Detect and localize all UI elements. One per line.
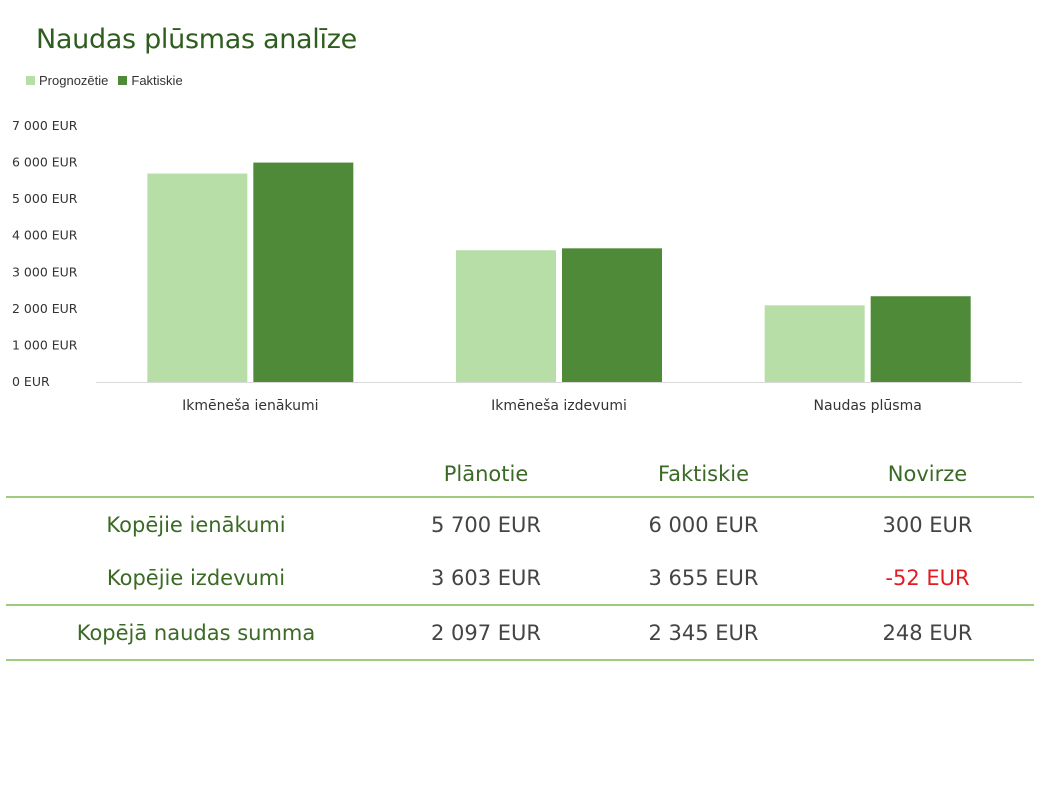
planned-value: 5 700 EUR	[430, 512, 542, 537]
legend-label-actual: Faktiskie	[131, 73, 183, 88]
legend-swatch-actual	[118, 76, 128, 85]
y-tick-label: 5 000 EUR	[12, 191, 78, 206]
table-row: Kopējie izdevumi 3 603 EUR 3 655 EUR -52…	[6, 551, 1034, 604]
summary-table: Plānotie Faktiskie Novirze Kopējie ienāk…	[6, 452, 1034, 661]
y-tick-label: 2 000 EUR	[12, 301, 78, 316]
bar-chart: 0 EUR 1 000 EUR 2 000 EUR 3 000 EUR 4 000 EU…	[12, 118, 1022, 414]
bar-actual	[562, 248, 662, 382]
header-variance: Novirze	[887, 462, 968, 486]
table-header: Plānotie Faktiskie Novirze	[6, 452, 1034, 496]
y-tick-label: 6 000 EUR	[12, 155, 78, 170]
y-tick-label: 3 000 EUR	[12, 264, 78, 279]
row-label: Kopējā naudas summa	[76, 620, 316, 645]
actual-value: 6 000 EUR	[648, 512, 759, 537]
x-category-label: Ikmēneša izdevumi	[491, 398, 627, 414]
bar-actual	[253, 162, 354, 382]
actual-value: 3 655 EUR	[648, 565, 759, 590]
variance-value: 300 EUR	[882, 512, 973, 537]
planned-value: 2 097 EUR	[430, 620, 542, 645]
y-tick-label: 1 000 EUR	[12, 337, 78, 352]
divider-top	[6, 496, 1034, 498]
y-tick-label: 4 000 EUR	[12, 228, 78, 243]
planned-value: 3 603 EUR	[430, 565, 542, 590]
bar-actual	[870, 296, 971, 382]
table-row: Kopējā naudas summa 2 097 EUR 2 345 EUR …	[6, 606, 1034, 659]
variance-value: 248 EUR	[882, 620, 973, 645]
legend-swatch-projected	[26, 76, 35, 85]
divider-middle	[6, 604, 1034, 606]
legend-item-projected: Prognozētie	[26, 73, 108, 88]
y-tick-label: 7 000 EUR	[12, 118, 78, 133]
row-label: Kopējie izdevumi	[106, 565, 286, 590]
actual-value: 2 345 EUR	[648, 620, 759, 645]
bar-projected	[147, 173, 248, 382]
y-tick-label: 0 EUR	[12, 374, 50, 389]
legend: Prognozētie Faktiskie	[26, 73, 183, 88]
legend-item-actual: Faktiskie	[118, 73, 183, 88]
header-actual: Faktiskie	[657, 462, 750, 486]
legend-label-projected: Prognozētie	[39, 73, 109, 88]
bar-projected	[456, 250, 556, 382]
variance-value-negative: -52 EUR	[885, 565, 970, 590]
bar-projected	[764, 305, 865, 382]
table-row: Kopējie ienākumi 5 700 EUR 6 000 EUR 300…	[6, 498, 1034, 551]
row-label: Kopējie ienākumi	[106, 512, 286, 537]
x-category-label: Naudas plūsma	[814, 398, 922, 414]
x-category-label: Ikmēneša ienākumi	[182, 398, 318, 414]
divider-bottom	[6, 659, 1034, 661]
chart-title: Naudas plūsmas analīze	[36, 24, 357, 55]
header-planned: Plānotie	[443, 462, 529, 486]
